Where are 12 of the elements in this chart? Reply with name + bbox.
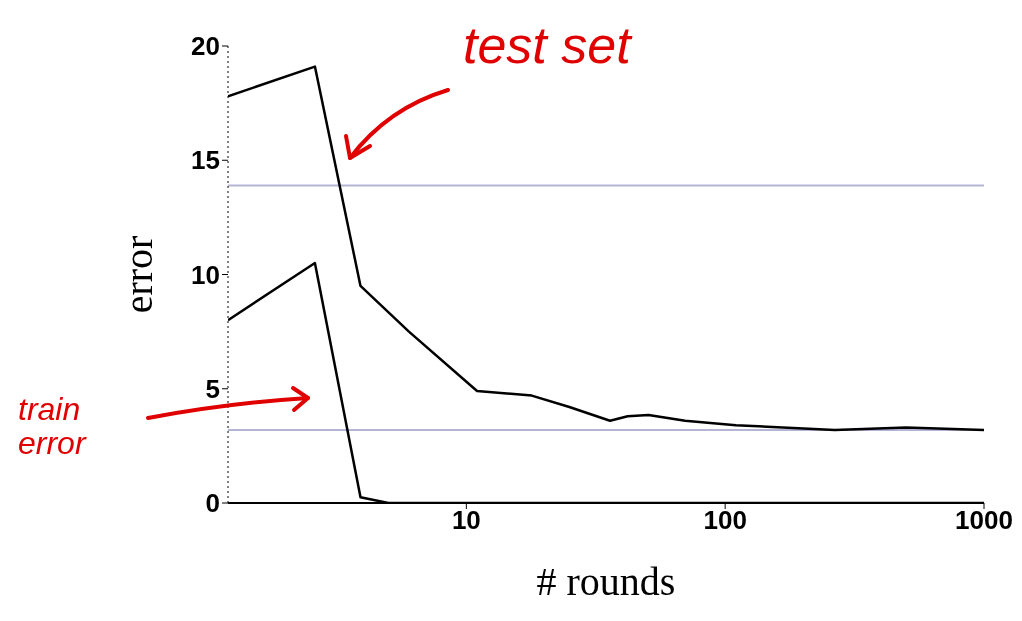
y-axis-title: error <box>116 235 162 314</box>
y-tick-label: 10 <box>191 259 220 290</box>
y-tick-label: 15 <box>191 145 220 176</box>
y-tick-label: 0 <box>205 488 220 519</box>
y-tick-label: 5 <box>205 373 220 404</box>
x-tick-label: 10 <box>451 505 481 536</box>
x-axis-title: # rounds <box>536 559 676 604</box>
annotation: test set <box>463 16 634 74</box>
x-tick-label: 100 <box>703 505 747 536</box>
y-tick-label: 20 <box>191 31 220 62</box>
x-tick-label: 1000 <box>955 505 1013 536</box>
text: train error <box>18 391 88 461</box>
